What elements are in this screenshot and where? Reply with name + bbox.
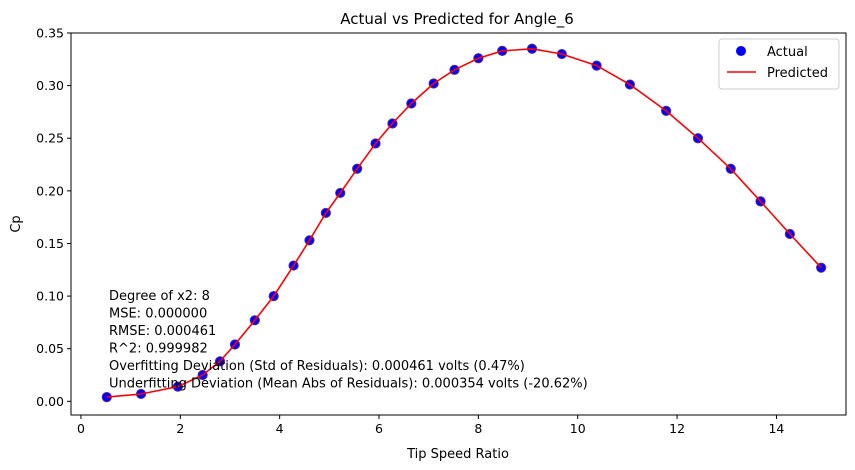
legend-label-predicted: Predicted [767, 66, 828, 81]
x-tick-label: 10 [570, 421, 586, 436]
plot-frame [70, 32, 847, 416]
stats-annotation-line: R^2: 0.999982 [109, 342, 208, 357]
legend-box [718, 38, 840, 90]
stats-annotation-line: Degree of x2: 8 [109, 289, 210, 304]
stats-annotation-line: Underfitting Deviation (Mean Abs of Resi… [109, 377, 588, 392]
y-tick-label: 0.20 [36, 183, 64, 198]
x-tick-label: 14 [768, 421, 784, 436]
stats-annotation-line: MSE: 0.000000 [109, 307, 207, 322]
y-tick-label: 0.30 [36, 78, 64, 93]
x-tick-label: 0 [77, 421, 85, 436]
y-tick-label: 0.25 [36, 131, 64, 146]
x-axis-label: Tip Speed Ratio [406, 447, 509, 462]
y-axis-label: Cp [9, 215, 24, 232]
legend-marker-actual [736, 46, 746, 56]
y-tick-label: 0.35 [36, 26, 64, 41]
y-tick-label: 0.15 [36, 236, 64, 251]
y-tick-label: 0.00 [36, 394, 64, 409]
x-tick-label: 6 [375, 421, 383, 436]
y-tick-label: 0.10 [36, 289, 64, 304]
x-tick-label: 2 [176, 421, 184, 436]
chart-title: Actual vs Predicted for Angle_6 [340, 10, 574, 29]
legend-label-actual: Actual [767, 45, 808, 60]
stats-annotation-line: RMSE: 0.000461 [109, 324, 216, 339]
predicted-line [106, 47, 822, 398]
stats-annotation-line: Overfitting Deviation (Std of Residuals)… [109, 359, 525, 374]
y-tick-label: 0.05 [36, 341, 64, 356]
x-tick-label: 8 [474, 421, 482, 436]
x-tick-label: 12 [669, 421, 685, 436]
x-tick-label: 4 [276, 421, 284, 436]
legend: Actual Predicted [718, 38, 840, 90]
